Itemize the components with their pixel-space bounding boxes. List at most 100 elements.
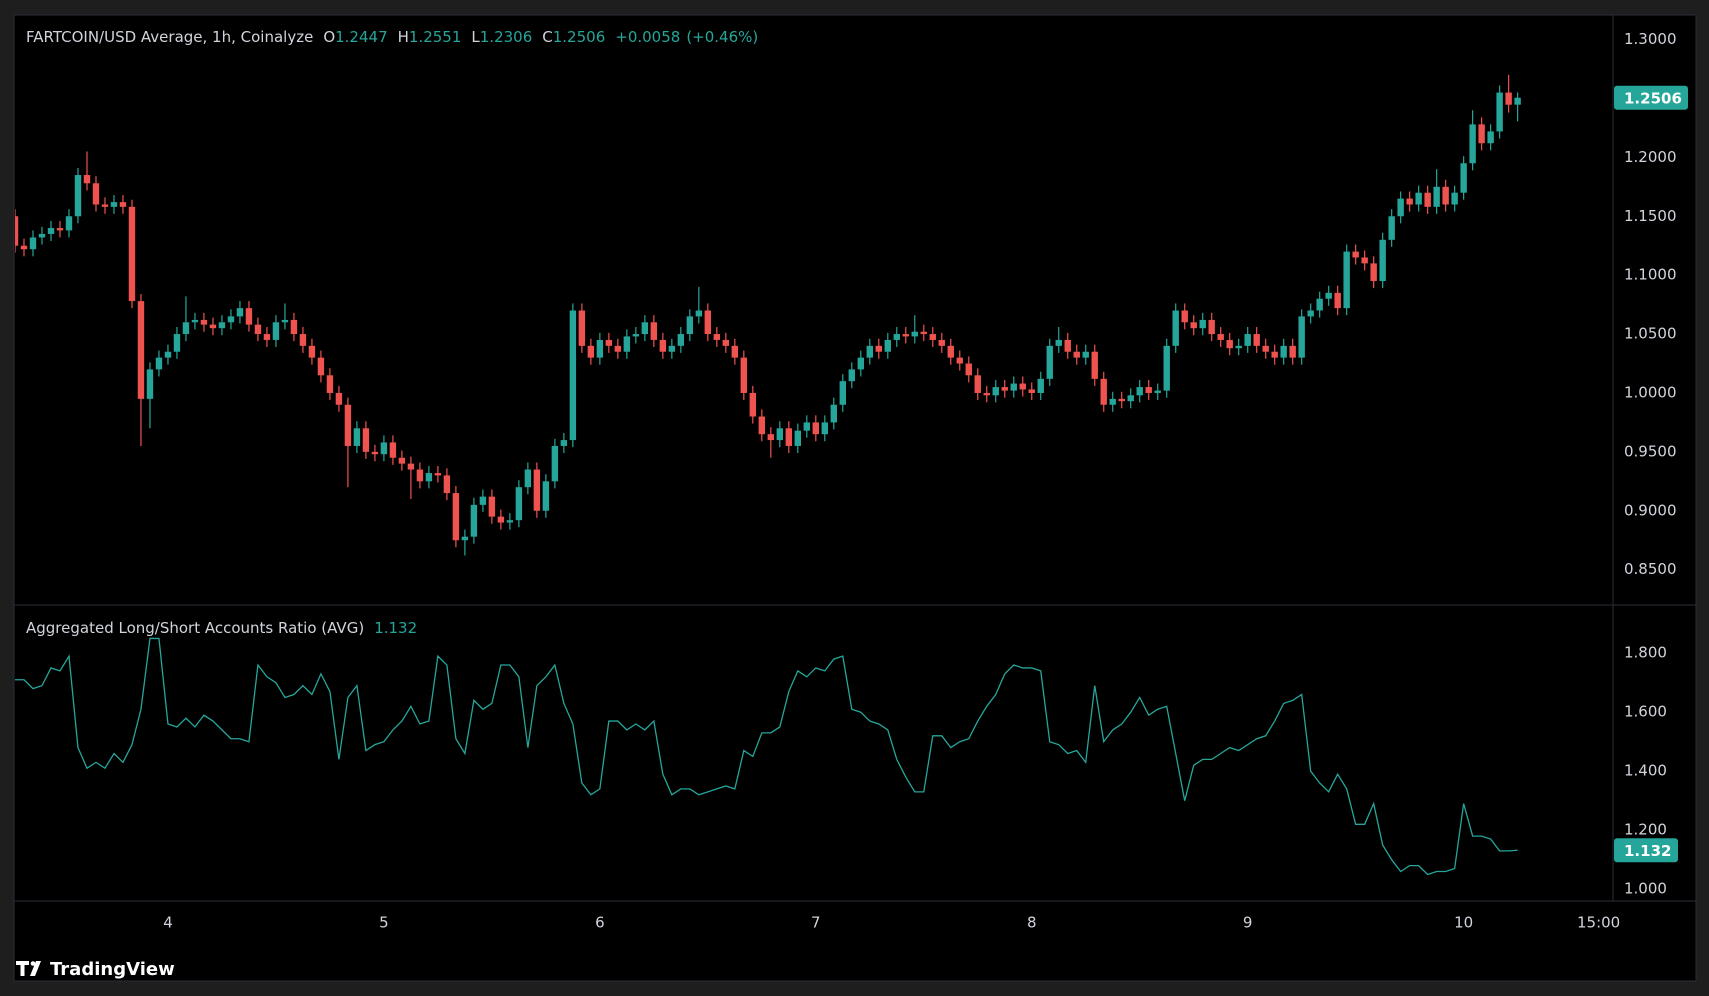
candle-body bbox=[1091, 351, 1098, 379]
candle-body bbox=[983, 392, 990, 396]
candle-body bbox=[1478, 124, 1485, 144]
symbol-title: FARTCOIN/USD Average, 1h, Coinalyze bbox=[26, 28, 314, 46]
candle-body bbox=[1469, 124, 1476, 164]
candle-body bbox=[722, 339, 730, 346]
candle-body bbox=[362, 428, 370, 452]
candle-body bbox=[704, 310, 712, 335]
y-tick-label: 0.9500 bbox=[1624, 442, 1677, 460]
candle-body bbox=[1190, 322, 1197, 329]
candle-body bbox=[380, 442, 388, 455]
candle-body bbox=[65, 216, 73, 231]
candle-body bbox=[911, 331, 918, 337]
y-tick-label: 0.9000 bbox=[1624, 501, 1677, 519]
candle-body bbox=[209, 324, 217, 329]
candle-body bbox=[560, 440, 568, 446]
candle-body bbox=[1334, 292, 1341, 309]
candle-body bbox=[1424, 192, 1431, 207]
candle-body bbox=[614, 345, 622, 352]
candle-body bbox=[848, 369, 855, 382]
candle-body bbox=[830, 404, 837, 423]
candle-body bbox=[659, 339, 667, 352]
candle-body bbox=[74, 175, 82, 217]
candle-body bbox=[353, 428, 361, 446]
candle-body bbox=[1442, 186, 1449, 205]
candle-body bbox=[506, 520, 514, 523]
candle-body bbox=[893, 334, 900, 340]
candle-body bbox=[101, 204, 109, 207]
candle-body bbox=[947, 345, 954, 358]
x-tick-label: 8 bbox=[1027, 914, 1037, 932]
candle-body bbox=[1433, 186, 1440, 207]
candle-body bbox=[1370, 263, 1377, 282]
candle-body bbox=[1487, 131, 1494, 144]
candle-body bbox=[128, 206, 136, 302]
ohlc-label: O bbox=[323, 28, 336, 46]
candle-body bbox=[1217, 334, 1224, 340]
candle-body bbox=[902, 334, 909, 337]
y-tick-label: 1.1000 bbox=[1624, 266, 1677, 284]
price-badge bbox=[1614, 85, 1688, 110]
candle-body bbox=[1136, 387, 1143, 396]
candle-body bbox=[326, 375, 334, 393]
y-tick-label: 0.8500 bbox=[1624, 560, 1677, 578]
candle-body bbox=[515, 487, 523, 521]
y-tick-label: 1.1500 bbox=[1624, 207, 1677, 225]
candle-body bbox=[137, 301, 145, 399]
candle-body bbox=[1352, 251, 1359, 258]
x-tick-label: 15:00 bbox=[1577, 914, 1620, 932]
candle-body bbox=[821, 422, 828, 435]
candle-body bbox=[1343, 251, 1350, 309]
candle-body bbox=[146, 369, 154, 399]
candle-body bbox=[713, 334, 721, 340]
candle-body bbox=[794, 430, 802, 446]
ohlc-value: 1.2506 bbox=[552, 28, 606, 46]
indicator-value: 1.132 bbox=[374, 619, 418, 637]
candle-body bbox=[1235, 345, 1242, 349]
x-tick-label: 7 bbox=[811, 914, 821, 932]
candle-body bbox=[200, 319, 208, 325]
chart-frame bbox=[13, 14, 1697, 982]
candle-body bbox=[956, 357, 963, 364]
candle-body bbox=[443, 475, 451, 494]
x-tick-label: 4 bbox=[163, 914, 173, 932]
logo-v bbox=[30, 961, 41, 976]
candle-body bbox=[173, 334, 181, 352]
candle-body bbox=[1271, 351, 1278, 358]
candle-body bbox=[398, 457, 406, 464]
candle-body bbox=[1181, 310, 1188, 323]
ohlc-label: H bbox=[397, 28, 409, 46]
y-tick-label: 1.200 bbox=[1624, 821, 1667, 839]
candle-body bbox=[299, 334, 307, 346]
y-tick-label: 1.800 bbox=[1624, 644, 1667, 662]
candle-body bbox=[1046, 345, 1053, 379]
candle-body bbox=[758, 416, 766, 435]
candle-body bbox=[1118, 398, 1125, 402]
candle-body bbox=[1325, 292, 1332, 299]
candle-body bbox=[857, 357, 864, 370]
y-tick-label: 1.0500 bbox=[1624, 325, 1677, 343]
ohlc-value: 1.2447 bbox=[335, 28, 388, 46]
candle-body bbox=[1109, 398, 1116, 405]
candle-body bbox=[272, 322, 280, 340]
candle-body bbox=[29, 237, 37, 250]
candle-body bbox=[1037, 378, 1044, 393]
x-tick-label: 6 bbox=[595, 914, 605, 932]
candle-body bbox=[884, 339, 891, 352]
candle-body bbox=[1496, 92, 1503, 132]
candle-body bbox=[929, 334, 936, 340]
y-tick-label: 1.000 bbox=[1624, 880, 1667, 898]
candle-body bbox=[47, 228, 55, 234]
candle-body bbox=[1073, 351, 1080, 358]
candle-body bbox=[1397, 198, 1404, 217]
candle-body bbox=[434, 473, 442, 476]
candle-body bbox=[92, 183, 100, 205]
ratio-badge-label: 1.132 bbox=[1624, 842, 1671, 860]
candle-body bbox=[1406, 198, 1413, 205]
candle-body bbox=[1127, 395, 1134, 402]
candle-body bbox=[623, 336, 631, 352]
candle-body bbox=[1208, 319, 1215, 335]
candle-body bbox=[551, 445, 559, 482]
ratio-badge bbox=[1614, 838, 1678, 863]
brand-logo bbox=[16, 961, 41, 976]
candle-body bbox=[1010, 383, 1017, 391]
